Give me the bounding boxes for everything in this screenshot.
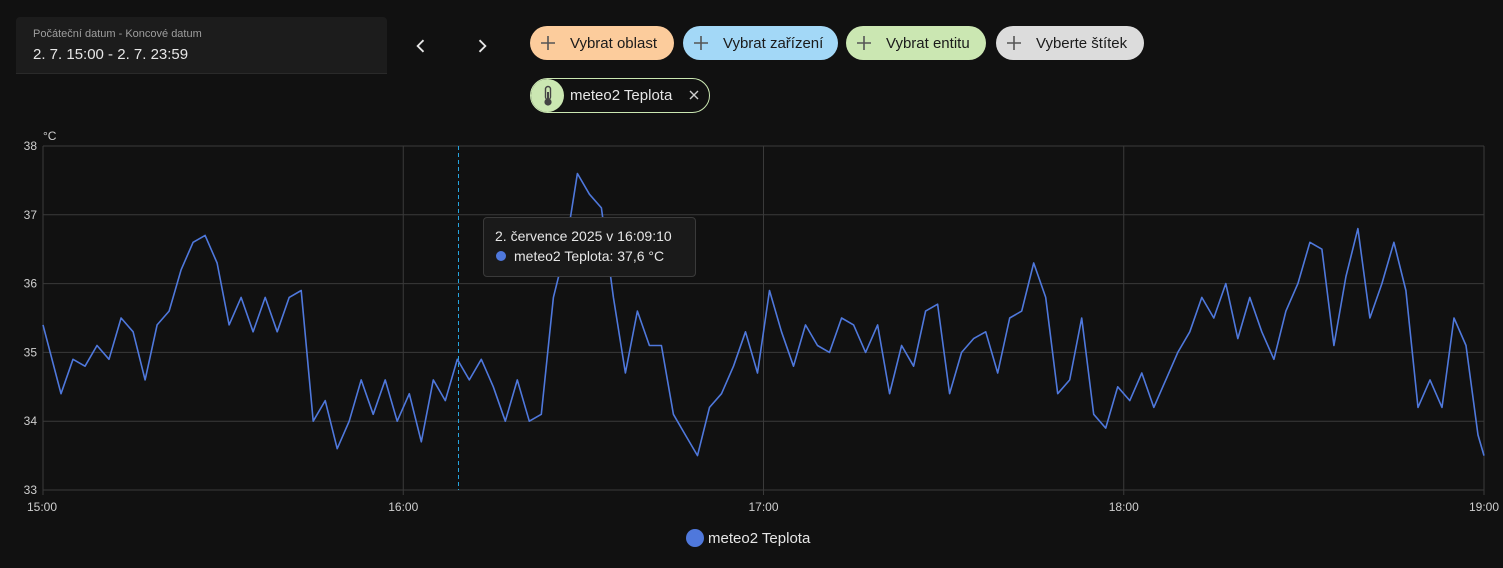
legend-series-dot bbox=[686, 529, 704, 547]
tooltip-series-value: meteo2 Teplota: 37,6 °C bbox=[514, 248, 665, 264]
previous-period-button[interactable] bbox=[403, 28, 439, 64]
select-label-chip[interactable]: Vyberte štítek bbox=[996, 26, 1144, 60]
y-axis-unit: °C bbox=[43, 129, 57, 143]
plus-icon bbox=[1004, 33, 1024, 53]
select-device-chip[interactable]: Vybrat zařízení bbox=[683, 26, 838, 60]
remove-entity-button[interactable] bbox=[687, 88, 701, 102]
x-axis-ticks: 15:00 16:00 17:00 18:00 19:00 bbox=[27, 500, 1499, 514]
y-tick-label: 35 bbox=[24, 345, 38, 359]
y-tick-label: 38 bbox=[24, 139, 38, 153]
select-area-chip[interactable]: Vybrat oblast bbox=[530, 26, 674, 60]
select-entity-chip[interactable]: Vybrat entitu bbox=[846, 26, 986, 60]
chevron-right-icon bbox=[478, 39, 487, 53]
plus-icon bbox=[538, 33, 558, 53]
chart-legend-item[interactable]: meteo2 Teplota bbox=[686, 528, 810, 548]
y-tick-label: 36 bbox=[24, 277, 38, 291]
close-icon bbox=[689, 90, 699, 100]
x-tick-label: 16:00 bbox=[388, 500, 418, 514]
selected-entity-name: meteo2 Teplota bbox=[570, 87, 673, 104]
y-tick-label: 34 bbox=[24, 414, 38, 428]
select-label-label: Vyberte štítek bbox=[1036, 34, 1128, 52]
legend-series-label: meteo2 Teplota bbox=[708, 529, 811, 547]
x-tick-label: 19:00 bbox=[1469, 500, 1499, 514]
x-tick-label: 17:00 bbox=[748, 500, 778, 514]
x-tick-label: 18:00 bbox=[1109, 500, 1139, 514]
y-tick-label: 33 bbox=[24, 483, 38, 497]
select-device-label: Vybrat zařízení bbox=[723, 34, 824, 52]
y-tick-label: 37 bbox=[24, 208, 38, 222]
date-range-value: 2. 7. 15:00 - 2. 7. 23:59 bbox=[33, 46, 189, 63]
select-area-label: Vybrat oblast bbox=[570, 34, 657, 52]
chevron-left-icon bbox=[416, 39, 425, 53]
selected-entity-chip[interactable]: meteo2 Teplota bbox=[530, 78, 710, 113]
chart-grid bbox=[42, 145, 1485, 495]
next-period-button[interactable] bbox=[464, 28, 500, 64]
date-range-label: Počáteční datum - Koncové datum bbox=[33, 28, 202, 40]
history-chart[interactable]: °C 33 34 35 36 37 38 15:00 16:00 17:00 18:00 19:0… bbox=[0, 125, 1503, 525]
y-axis-ticks: 33 34 35 36 37 38 bbox=[24, 139, 38, 497]
plus-icon bbox=[854, 33, 874, 53]
tooltip-time: 2. července 2025 v 16:09:10 bbox=[495, 228, 672, 244]
x-tick-label: 15:00 bbox=[27, 500, 57, 514]
plus-icon bbox=[691, 33, 711, 53]
chart-tooltip: 2. července 2025 v 16:09:10 meteo2 Teplo… bbox=[483, 217, 696, 277]
thermometer-icon bbox=[531, 79, 564, 112]
select-entity-label: Vybrat entitu bbox=[886, 34, 970, 52]
tooltip-series-dot bbox=[496, 251, 506, 261]
date-range-picker[interactable]: Počáteční datum - Koncové datum 2. 7. 15… bbox=[16, 17, 387, 74]
series-line-meteo2-teplota[interactable] bbox=[42, 172, 1485, 457]
